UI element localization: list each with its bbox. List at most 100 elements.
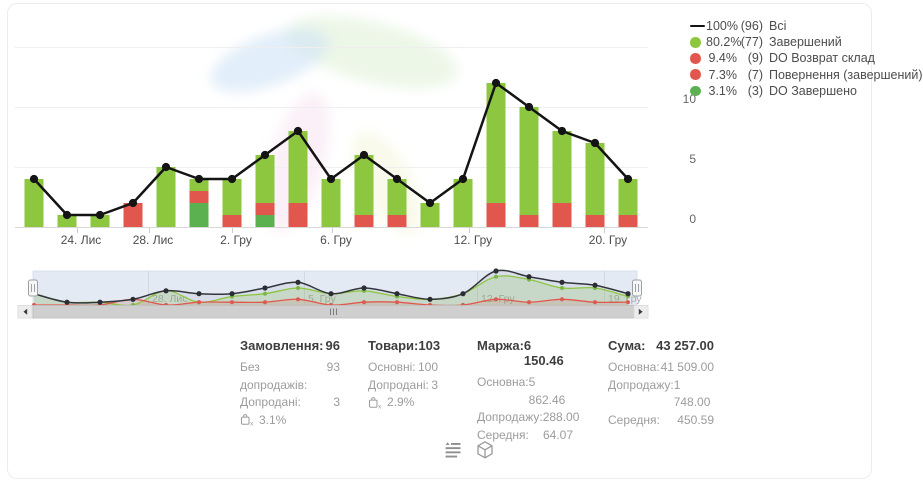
legend-count: (77) bbox=[740, 35, 763, 50]
navigator-point bbox=[394, 291, 400, 297]
navigator-point bbox=[97, 299, 103, 305]
legend-percent: 3.1% bbox=[708, 83, 738, 98]
stat-value: 43 257.00 bbox=[656, 338, 714, 353]
stat-label: Маржа: bbox=[477, 338, 524, 353]
stat-label: Основні: bbox=[368, 360, 416, 374]
legend-item[interactable]: 9.4% (9) DO Возврат склад bbox=[690, 50, 905, 66]
bar-segment[interactable] bbox=[156, 167, 176, 227]
legend-label: Повернення (завершений) bbox=[769, 67, 923, 82]
bar-segment[interactable] bbox=[618, 215, 638, 227]
bar-segment[interactable] bbox=[255, 155, 275, 203]
bar-segment[interactable] bbox=[585, 143, 605, 215]
legend-item[interactable]: 100% (96) Всі bbox=[690, 18, 905, 34]
line-point[interactable] bbox=[392, 174, 402, 184]
legend-item[interactable]: 3.1% (3) DO Завершено bbox=[690, 83, 905, 99]
line-point[interactable] bbox=[260, 150, 270, 160]
legend-label: DO Возврат склад bbox=[769, 51, 875, 66]
bar-segment[interactable] bbox=[321, 179, 341, 227]
bar-segment[interactable] bbox=[354, 215, 374, 227]
bar-segment[interactable] bbox=[189, 191, 209, 203]
stat-label: Допродані: bbox=[240, 395, 301, 409]
navigator-point bbox=[262, 300, 268, 305]
stat-row: Допродані: 3 bbox=[368, 377, 438, 395]
legend-item[interactable]: 80.2% (77) Завершений bbox=[690, 34, 905, 50]
line-point[interactable] bbox=[590, 138, 600, 148]
bar-segment[interactable] bbox=[288, 203, 308, 227]
line-point[interactable] bbox=[293, 126, 303, 136]
navigator-point bbox=[427, 296, 433, 302]
line-point[interactable] bbox=[161, 162, 171, 172]
bar-segment[interactable] bbox=[24, 179, 44, 227]
line-point[interactable] bbox=[227, 174, 237, 184]
line-point[interactable] bbox=[128, 198, 138, 208]
bar-segment[interactable] bbox=[486, 203, 506, 227]
bar-segment[interactable] bbox=[486, 83, 506, 203]
scrollbar-left-arrow[interactable] bbox=[17, 305, 33, 319]
bar-segment[interactable] bbox=[255, 215, 275, 227]
bar-segment[interactable] bbox=[519, 215, 539, 227]
line-point[interactable] bbox=[194, 174, 204, 184]
line-point[interactable] bbox=[491, 78, 501, 88]
navigator-point bbox=[394, 300, 400, 305]
legend-item[interactable]: 7.3% (7) Повернення (завершений) bbox=[690, 67, 923, 83]
navigator-point bbox=[592, 282, 598, 288]
navigator-handle-left[interactable] bbox=[28, 279, 38, 297]
line-point[interactable] bbox=[623, 174, 633, 184]
navigator-point bbox=[361, 300, 367, 305]
x-axis-label: 2. Гру bbox=[220, 233, 252, 247]
bar-segment[interactable] bbox=[189, 179, 209, 191]
line-point[interactable] bbox=[95, 210, 105, 220]
navigator-point bbox=[196, 291, 202, 297]
bar-segment[interactable] bbox=[387, 179, 407, 215]
package-view-button[interactable] bbox=[474, 440, 496, 460]
navigator-point bbox=[493, 297, 499, 302]
bar-segment[interactable] bbox=[519, 107, 539, 215]
line-point[interactable] bbox=[359, 150, 369, 160]
line-point[interactable] bbox=[62, 210, 72, 220]
line-point[interactable] bbox=[29, 174, 39, 184]
navigator-point bbox=[130, 296, 136, 302]
stat-value: 103 bbox=[418, 338, 441, 353]
scrollbar-right-arrow[interactable] bbox=[633, 305, 649, 319]
stat-value: 96 bbox=[325, 338, 340, 353]
bar-segment[interactable] bbox=[552, 203, 572, 227]
stat-label: Сума: bbox=[608, 338, 646, 353]
bar-segment[interactable] bbox=[222, 179, 242, 215]
bar-segment[interactable] bbox=[189, 203, 209, 227]
dot-marker-icon bbox=[690, 37, 706, 48]
stat-col-sum: Сума: 43 257.00 Основна: 41 509.00 Допро… bbox=[608, 338, 714, 429]
bar-segment[interactable] bbox=[288, 131, 308, 203]
svg-text:x: x bbox=[250, 421, 253, 427]
legend-percent: 7.3% bbox=[708, 67, 738, 82]
list-view-button[interactable] bbox=[442, 440, 464, 460]
bar-segment[interactable] bbox=[90, 215, 110, 227]
stat-value: 3 bbox=[431, 377, 438, 392]
bar-segment[interactable] bbox=[57, 215, 77, 227]
upsell-rate-row: x 3.1% bbox=[240, 412, 340, 430]
bar-segment[interactable] bbox=[585, 215, 605, 227]
y-axis-label: 0 bbox=[689, 212, 696, 226]
navigator-point bbox=[64, 299, 70, 305]
bar-segment[interactable] bbox=[123, 203, 143, 227]
bar-segment[interactable] bbox=[618, 179, 638, 215]
list-icon bbox=[445, 442, 461, 458]
line-point[interactable] bbox=[458, 174, 468, 184]
bar-segment[interactable] bbox=[387, 215, 407, 227]
package-icon bbox=[477, 441, 493, 459]
navigator-point bbox=[196, 300, 202, 305]
bar-segment[interactable] bbox=[552, 131, 572, 203]
line-point[interactable] bbox=[524, 102, 534, 112]
bar-segment[interactable] bbox=[354, 155, 374, 215]
navigator-handle-right[interactable] bbox=[632, 279, 642, 297]
navigator-point bbox=[163, 288, 169, 294]
bar-segment[interactable] bbox=[222, 215, 242, 227]
line-point[interactable] bbox=[326, 174, 336, 184]
line-point[interactable] bbox=[557, 126, 567, 136]
bar-segment[interactable] bbox=[420, 203, 440, 227]
stat-col-orders: Замовлення: 96 Без допродажів: 93 Допрод… bbox=[240, 338, 340, 429]
line-point[interactable] bbox=[425, 198, 435, 208]
x-axis-label: 20. Гру bbox=[589, 233, 627, 247]
bar-segment[interactable] bbox=[255, 203, 275, 215]
navigator-point bbox=[460, 291, 466, 297]
bar-segment[interactable] bbox=[453, 179, 473, 227]
